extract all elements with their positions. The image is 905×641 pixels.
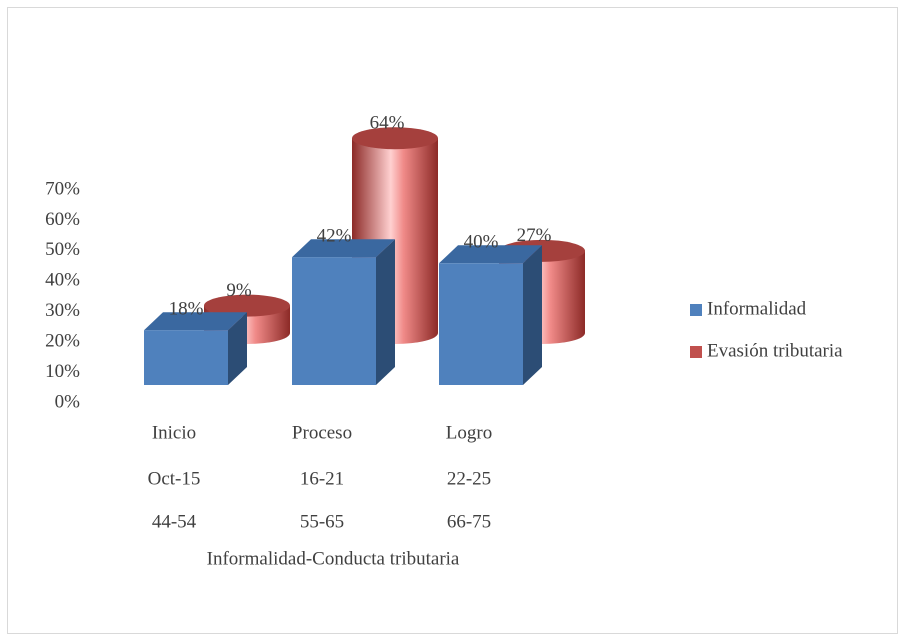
legend-label: Informalidad [707,298,807,319]
legend-label: Evasión tributaria [707,340,843,361]
y-tick-label: 30% [45,300,80,321]
y-tick-label: 20% [45,331,80,352]
data-label: 40% [464,232,499,253]
data-label: 9% [226,280,252,301]
x-tick-label: Inicio [152,422,196,443]
bar-side [376,239,395,385]
x-tick-label: Logro [446,422,492,443]
cylinder-top [352,127,438,150]
data-label: 18% [169,299,204,320]
y-tick-label: 50% [45,239,80,260]
bar [439,263,523,385]
bar-top [144,312,247,331]
cylinder-top [204,294,290,317]
data-label: 27% [517,225,552,246]
x-tick-label: 44-54 [152,511,197,532]
x-tick-label: 55-65 [300,511,344,532]
legend-swatch [690,346,702,358]
y-tick-label: 60% [45,209,80,230]
bar-top [439,245,542,264]
x-axis-title: Informalidad-Conducta tributaria [207,548,460,569]
x-tick-label: Oct-15 [148,468,201,489]
bar [144,330,228,385]
x-tick-label: 22-25 [447,468,491,489]
data-label: 64% [370,113,405,134]
y-tick-label: 70% [45,178,80,199]
bar-side [228,312,247,385]
y-tick-label: 40% [45,270,80,291]
bar-side [523,245,542,385]
legend-swatch [690,304,702,316]
data-label: 42% [317,226,352,247]
x-tick-label: 66-75 [447,511,491,532]
bar-top [292,239,395,258]
y-tick-label: 10% [45,361,80,382]
x-tick-label: 16-21 [300,468,344,489]
x-tick-label: Proceso [292,422,352,443]
y-tick-label: 0% [55,391,81,412]
bar [292,257,376,385]
